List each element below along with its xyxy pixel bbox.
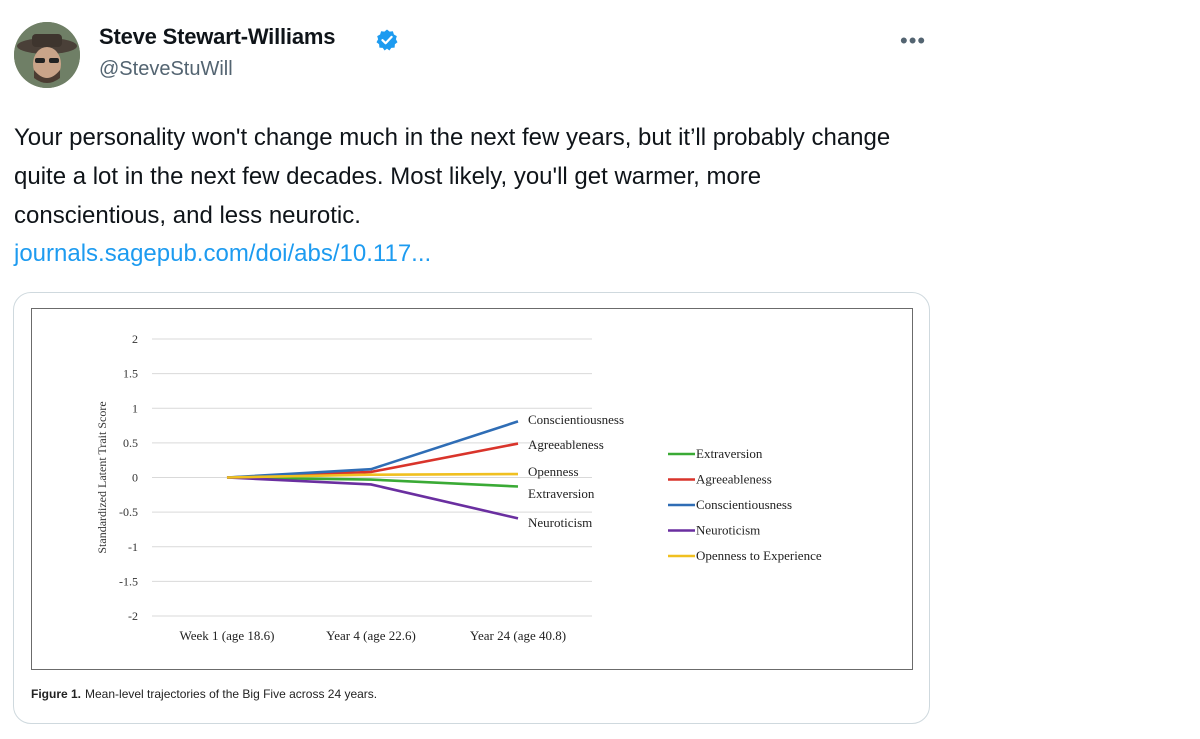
legend-entry: Conscientiousness: [696, 497, 792, 512]
author-handle[interactable]: @SteveStuWill: [99, 58, 233, 80]
line-chart: 2 1.5 1 0.5 0 -0.5 -1 -1.5 -2 Standardized Latent…: [95, 332, 822, 643]
legend-entry: Openness to Experience: [696, 548, 822, 563]
more-options-icon[interactable]: •••: [900, 28, 927, 53]
y-tick-label: -2: [128, 609, 138, 623]
figure-caption: Figure 1. Mean-level trajectories of the …: [31, 687, 377, 701]
legend-entry: Agreeableness: [696, 472, 772, 487]
series-line: [226, 476, 519, 488]
legend-entry: Extraversion: [696, 446, 763, 461]
y-tick-label: 0.5: [123, 436, 138, 450]
author-avatar[interactable]: [14, 22, 80, 88]
y-tick-label: -0.5: [119, 505, 138, 519]
series-end-label: Conscientiousness: [528, 412, 624, 427]
tweet-link[interactable]: journals.sagepub.com/doi/abs/10.117...: [14, 240, 432, 267]
x-tick-label: Year 4 (age 22.6): [326, 628, 416, 643]
x-tick-label: Year 24 (age 40.8): [470, 628, 566, 643]
series-end-label: Agreeableness: [528, 437, 604, 452]
legend-entry: Neuroticism: [696, 523, 760, 538]
media-card[interactable]: 2 1.5 1 0.5 0 -0.5 -1 -1.5 -2 Standardized Latent…: [13, 292, 930, 724]
y-tick-label: 1: [132, 401, 138, 415]
verified-badge-icon: [375, 28, 399, 52]
series-end-label: Extraversion: [528, 486, 595, 501]
author-name[interactable]: Steve Stewart-Williams: [99, 24, 336, 49]
series-line: [226, 472, 519, 479]
series-end-label: Openness: [528, 464, 579, 479]
tweet-text: Your personality won't change much in th…: [14, 124, 891, 229]
series-line: [226, 476, 519, 520]
figure-caption-text: Mean-level trajectories of the Big Five …: [85, 687, 378, 701]
y-tick-label: -1: [128, 540, 138, 554]
y-axis-label: Standardized Latent Trait Score: [95, 401, 109, 553]
y-tick-label: 2: [132, 332, 138, 346]
y-tick-label: 1.5: [123, 367, 138, 381]
series-end-label: Neuroticism: [528, 515, 592, 530]
figure-frame: 2 1.5 1 0.5 0 -0.5 -1 -1.5 -2 Standardized Latent…: [31, 308, 913, 670]
y-tick-label: -1.5: [119, 574, 138, 588]
series-line: [226, 420, 519, 479]
x-tick-label: Week 1 (age 18.6): [180, 628, 275, 643]
series-line: [226, 442, 519, 479]
y-tick-label: 0: [132, 471, 138, 485]
figure-caption-label: Figure 1.: [31, 687, 82, 701]
